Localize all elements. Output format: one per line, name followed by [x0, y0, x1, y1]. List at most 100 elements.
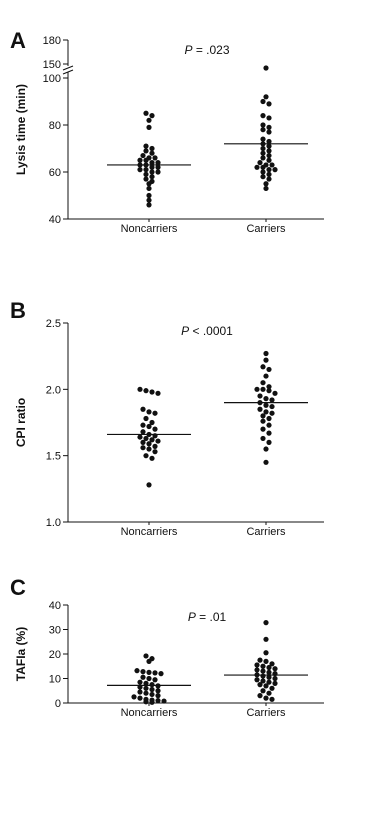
data-point: [143, 388, 149, 394]
data-point: [269, 685, 275, 691]
x-tick-label: Noncarriers: [121, 707, 178, 719]
x-tick-label: Noncarriers: [121, 223, 178, 235]
data-point: [263, 409, 269, 415]
data-point: [254, 662, 260, 668]
data-point: [260, 418, 266, 424]
data-point: [263, 650, 269, 656]
y-axis-label: CPI ratio: [14, 398, 28, 447]
chart-panel-b: B 1.0 1.5 2.0 2.5 CPI ratio Noncarriers Carrier…: [10, 298, 324, 538]
data-point: [260, 688, 266, 694]
p-value-symbol: P: [184, 43, 192, 57]
data-point: [257, 682, 263, 688]
y-tick-label: 80: [49, 120, 61, 132]
data-point: [263, 185, 269, 192]
data-point: [266, 669, 272, 675]
data-point: [149, 682, 155, 688]
data-point: [266, 664, 272, 671]
data-point: [260, 413, 266, 419]
data-point: [266, 115, 272, 121]
data-point: [140, 674, 146, 680]
data-point: [149, 174, 155, 180]
y-tick-label: 10: [49, 674, 61, 686]
data-point: [146, 441, 152, 447]
data-point: [137, 157, 143, 163]
data-point: [263, 402, 269, 408]
data-point: [266, 415, 272, 422]
data-point: [140, 439, 146, 445]
data-point: [140, 422, 146, 428]
x-tick-label: Carriers: [246, 526, 286, 538]
data-point: [143, 699, 149, 705]
data-point: [140, 669, 146, 675]
p-value-symbol: P: [188, 610, 196, 624]
data-point: [260, 663, 266, 669]
data-point: [149, 145, 155, 152]
panel-letter: C: [10, 575, 26, 600]
data-point: [137, 695, 143, 701]
data-point: [260, 113, 266, 119]
data-point: [155, 160, 161, 166]
data-point: [260, 164, 266, 170]
p-value-text: = .023: [192, 43, 229, 57]
data-point: [260, 122, 266, 128]
data-point: [272, 680, 278, 687]
data-point: [152, 443, 158, 449]
data-point: [254, 677, 260, 683]
data-point: [260, 364, 266, 370]
data-point: [146, 675, 152, 682]
data-point: [263, 350, 269, 357]
data-point: [254, 667, 260, 673]
data-point: [155, 390, 161, 396]
data-point: [161, 698, 167, 704]
data-point: [257, 160, 263, 166]
data-point: [149, 686, 155, 693]
y-tick-label: 1.5: [46, 451, 61, 463]
data-point: [266, 366, 272, 373]
data-point: [146, 181, 152, 187]
data-point: [146, 423, 152, 430]
data-point: [152, 426, 158, 432]
data-point: [140, 406, 146, 412]
data-point: [257, 406, 263, 412]
data-point: [260, 127, 266, 133]
data-point: [266, 171, 272, 177]
data-point: [263, 636, 269, 642]
data-point: [269, 696, 275, 702]
data-point: [266, 152, 272, 159]
data-point: [263, 459, 269, 465]
data-point: [266, 157, 272, 163]
x-tick-label: Carriers: [246, 223, 286, 235]
data-point: [155, 688, 161, 694]
data-point: [266, 439, 272, 445]
data-point: [263, 65, 269, 71]
data-point: [140, 429, 146, 435]
data-point: [143, 435, 149, 442]
data-point: [146, 446, 152, 452]
data-point: [254, 386, 260, 392]
data-point: [266, 690, 272, 696]
data-point: [143, 148, 149, 154]
data-point: [263, 181, 269, 187]
data-point: [263, 94, 269, 100]
data-point: [146, 117, 152, 123]
data-point: [143, 176, 149, 182]
data-point: [260, 673, 266, 679]
data-point: [266, 143, 272, 149]
data-point: [260, 380, 266, 386]
data-point: [269, 410, 275, 416]
data-point: [152, 449, 158, 455]
data-point: [149, 169, 155, 175]
data-point: [149, 419, 155, 426]
data-point: [149, 160, 155, 166]
data-point: [272, 666, 278, 672]
data-point: [137, 434, 143, 440]
p-value-text: < .0001: [189, 324, 233, 338]
data-point: [146, 202, 152, 208]
data-point: [146, 124, 152, 130]
data-point: [263, 620, 269, 626]
data-point: [266, 422, 272, 428]
data-point: [272, 390, 278, 396]
data-point: [266, 430, 272, 436]
